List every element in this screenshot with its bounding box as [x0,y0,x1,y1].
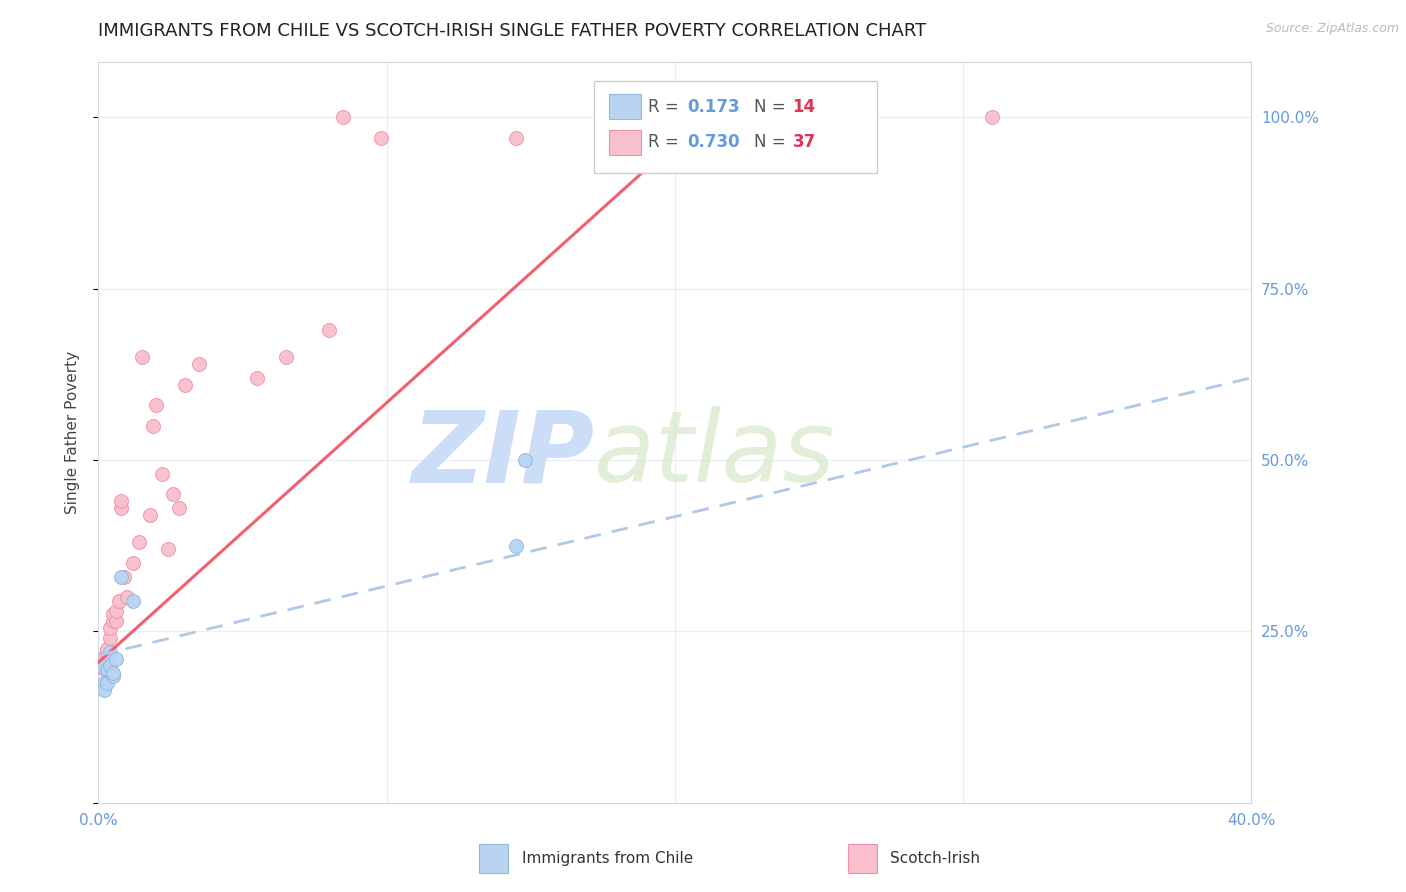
Point [128,535,150,549]
Point [104,652,127,666]
Point [101,607,124,622]
Text: 0.173: 0.173 [688,98,740,116]
Text: N =: N = [755,134,792,152]
Point [318,323,340,337]
Point [93,682,115,697]
Point [139,508,162,522]
Point [93,662,115,676]
Text: R =: R = [648,134,685,152]
Text: atlas: atlas [595,407,835,503]
FancyBboxPatch shape [848,844,877,873]
Y-axis label: Single Father Poverty: Single Father Poverty [65,351,80,514]
Point [90,658,112,673]
Point [96,641,118,656]
Point [142,418,165,433]
FancyBboxPatch shape [609,95,641,120]
Point [246,371,269,385]
Point [122,556,145,570]
Point [98,658,121,673]
Point [110,494,132,508]
Text: Scotch-Irish: Scotch-Irish [890,851,980,866]
Point [174,377,197,392]
Point [162,487,184,501]
Point [145,398,167,412]
Point [274,350,297,364]
Point [110,501,132,516]
Text: 37: 37 [793,134,815,152]
Point [101,665,124,680]
Point [370,131,392,145]
FancyBboxPatch shape [609,130,641,155]
Point [93,676,115,690]
Point [90,658,112,673]
Point [110,569,132,583]
Point [96,662,118,676]
Point [104,604,127,618]
Point [112,569,135,583]
Point [150,467,173,481]
Point [122,593,145,607]
Text: IMMIGRANTS FROM CHILE VS SCOTCH-IRISH SINGLE FATHER POVERTY CORRELATION CHART: IMMIGRANTS FROM CHILE VS SCOTCH-IRISH SI… [98,22,927,40]
Point [505,539,527,553]
Text: Source: ZipAtlas.com: Source: ZipAtlas.com [1265,22,1399,36]
Point [513,453,536,467]
Point [104,614,127,628]
Text: 14: 14 [793,98,815,116]
Point [96,648,118,663]
Point [98,621,121,635]
Point [107,593,129,607]
Point [156,542,179,557]
Point [98,632,121,646]
Point [96,676,118,690]
Point [981,110,1004,124]
FancyBboxPatch shape [479,844,508,873]
Point [93,658,115,673]
Point [117,590,139,604]
Point [167,501,190,516]
Point [98,645,121,659]
Text: R =: R = [648,98,685,116]
Text: Immigrants from Chile: Immigrants from Chile [522,851,693,866]
Point [332,110,354,124]
Text: N =: N = [755,98,792,116]
Text: ZIP: ZIP [411,407,595,503]
Point [90,652,112,666]
Point [664,131,686,145]
Point [188,357,211,371]
Text: 0.730: 0.730 [688,134,740,152]
Point [101,614,124,628]
Point [505,131,527,145]
FancyBboxPatch shape [595,81,877,174]
Point [101,669,124,683]
Point [131,350,153,364]
